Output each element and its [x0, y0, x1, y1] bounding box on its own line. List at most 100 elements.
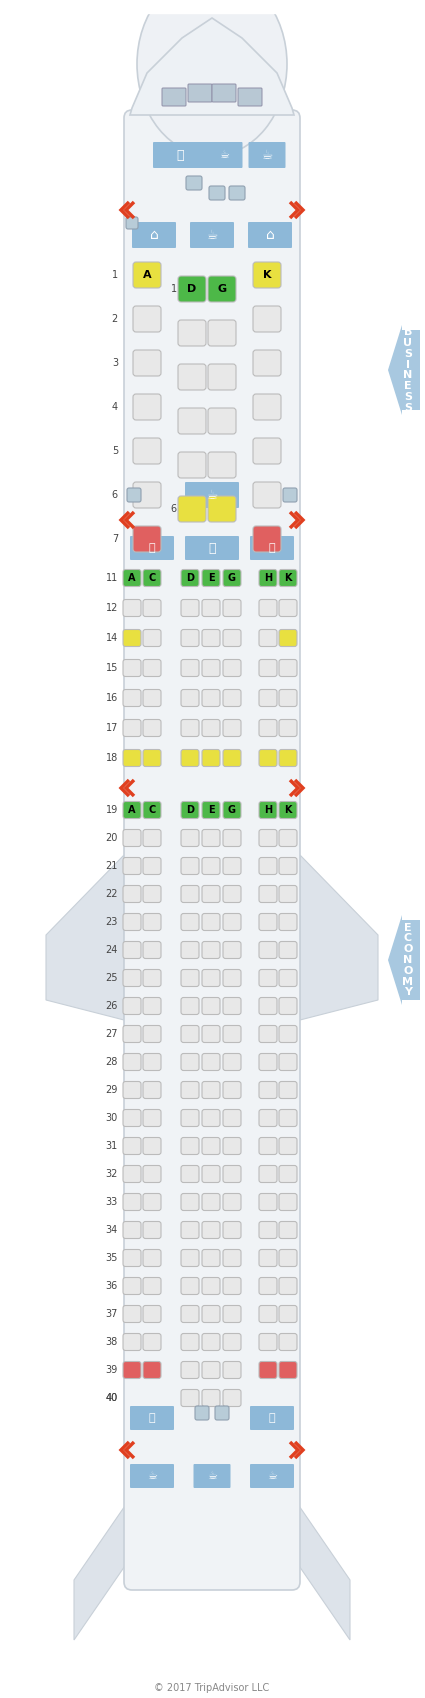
FancyBboxPatch shape — [223, 1194, 241, 1211]
FancyBboxPatch shape — [123, 801, 141, 818]
FancyBboxPatch shape — [132, 222, 176, 248]
Text: 🚻: 🚻 — [269, 543, 275, 554]
FancyBboxPatch shape — [223, 749, 241, 766]
Text: D: D — [187, 284, 197, 294]
FancyBboxPatch shape — [123, 1362, 141, 1379]
FancyBboxPatch shape — [259, 599, 277, 616]
FancyBboxPatch shape — [123, 599, 141, 616]
FancyBboxPatch shape — [259, 801, 277, 818]
Text: 26: 26 — [106, 1002, 118, 1010]
FancyBboxPatch shape — [249, 143, 286, 168]
FancyBboxPatch shape — [212, 83, 236, 102]
FancyBboxPatch shape — [202, 720, 220, 737]
FancyBboxPatch shape — [202, 1389, 220, 1406]
FancyBboxPatch shape — [123, 1194, 141, 1211]
Text: 3: 3 — [112, 358, 118, 368]
FancyBboxPatch shape — [123, 970, 141, 987]
FancyBboxPatch shape — [259, 1277, 277, 1294]
Text: G: G — [228, 805, 236, 815]
Text: 36: 36 — [106, 1280, 118, 1290]
FancyBboxPatch shape — [143, 1138, 161, 1155]
FancyBboxPatch shape — [279, 599, 297, 616]
FancyBboxPatch shape — [223, 569, 241, 586]
FancyBboxPatch shape — [123, 1277, 141, 1294]
FancyBboxPatch shape — [202, 970, 220, 987]
Text: 🚻: 🚻 — [149, 1413, 155, 1423]
Text: A: A — [143, 270, 151, 280]
FancyBboxPatch shape — [181, 830, 199, 847]
FancyBboxPatch shape — [202, 801, 220, 818]
Text: 12: 12 — [106, 603, 118, 613]
FancyBboxPatch shape — [253, 261, 281, 289]
FancyBboxPatch shape — [223, 830, 241, 847]
Text: 33: 33 — [106, 1197, 118, 1207]
FancyBboxPatch shape — [223, 885, 241, 903]
FancyBboxPatch shape — [181, 749, 199, 766]
Text: 6: 6 — [112, 491, 118, 499]
Text: ⌂: ⌂ — [150, 228, 159, 243]
Text: 38: 38 — [106, 1336, 118, 1347]
FancyBboxPatch shape — [259, 1194, 277, 1211]
FancyBboxPatch shape — [202, 749, 220, 766]
FancyBboxPatch shape — [202, 1053, 220, 1070]
Text: 🚻: 🚻 — [269, 1413, 275, 1423]
FancyBboxPatch shape — [143, 1277, 161, 1294]
FancyBboxPatch shape — [259, 1082, 277, 1099]
Text: 2: 2 — [112, 314, 118, 324]
FancyBboxPatch shape — [259, 1138, 277, 1155]
Text: 17: 17 — [106, 723, 118, 734]
FancyBboxPatch shape — [223, 720, 241, 737]
FancyBboxPatch shape — [223, 1109, 241, 1126]
Text: D: D — [186, 572, 194, 582]
FancyBboxPatch shape — [253, 482, 281, 508]
FancyBboxPatch shape — [124, 110, 300, 1589]
FancyBboxPatch shape — [279, 801, 297, 818]
FancyBboxPatch shape — [123, 1138, 141, 1155]
Text: ☕: ☕ — [207, 1470, 217, 1481]
FancyBboxPatch shape — [123, 720, 141, 737]
FancyBboxPatch shape — [126, 217, 138, 229]
FancyBboxPatch shape — [143, 830, 161, 847]
FancyBboxPatch shape — [223, 1082, 241, 1099]
FancyBboxPatch shape — [202, 630, 220, 647]
Text: 🚻: 🚻 — [208, 542, 216, 555]
Text: 40: 40 — [106, 1392, 118, 1403]
FancyBboxPatch shape — [143, 997, 161, 1014]
Text: ☕: ☕ — [207, 229, 218, 241]
FancyBboxPatch shape — [259, 1109, 277, 1126]
FancyBboxPatch shape — [279, 1362, 297, 1379]
Text: 27: 27 — [105, 1029, 118, 1039]
FancyBboxPatch shape — [202, 1221, 220, 1238]
FancyBboxPatch shape — [223, 1026, 241, 1043]
FancyBboxPatch shape — [143, 1082, 161, 1099]
FancyBboxPatch shape — [223, 1389, 241, 1406]
FancyBboxPatch shape — [181, 569, 199, 586]
FancyBboxPatch shape — [143, 1306, 161, 1323]
FancyBboxPatch shape — [223, 630, 241, 647]
FancyBboxPatch shape — [259, 1053, 277, 1070]
FancyBboxPatch shape — [250, 1406, 294, 1430]
FancyBboxPatch shape — [185, 537, 239, 560]
FancyBboxPatch shape — [202, 1333, 220, 1350]
Text: 21: 21 — [106, 861, 118, 871]
Text: ☕: ☕ — [207, 489, 218, 501]
FancyBboxPatch shape — [259, 830, 277, 847]
Text: 🚻: 🚻 — [176, 148, 184, 161]
FancyBboxPatch shape — [279, 1306, 297, 1323]
FancyBboxPatch shape — [223, 914, 241, 931]
FancyBboxPatch shape — [202, 659, 220, 676]
FancyBboxPatch shape — [162, 88, 186, 105]
FancyBboxPatch shape — [143, 659, 161, 676]
FancyBboxPatch shape — [181, 1250, 199, 1267]
FancyBboxPatch shape — [223, 689, 241, 706]
FancyBboxPatch shape — [181, 1165, 199, 1182]
FancyBboxPatch shape — [143, 914, 161, 931]
FancyBboxPatch shape — [223, 941, 241, 958]
Text: 34: 34 — [106, 1224, 118, 1234]
FancyBboxPatch shape — [202, 569, 220, 586]
Text: 30: 30 — [106, 1112, 118, 1122]
FancyBboxPatch shape — [123, 1109, 141, 1126]
FancyBboxPatch shape — [223, 801, 241, 818]
Text: 32: 32 — [106, 1168, 118, 1178]
Text: ☕: ☕ — [261, 148, 272, 161]
